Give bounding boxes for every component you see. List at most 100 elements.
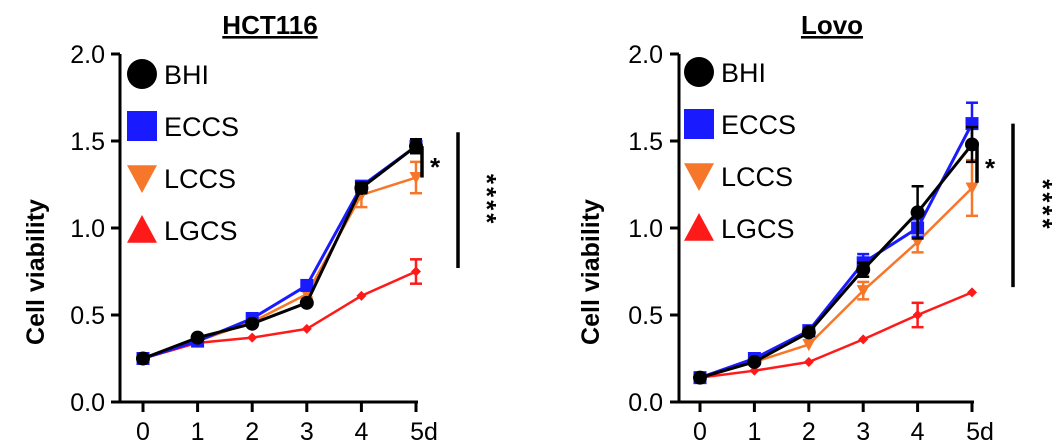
legend-marker-bhi [684,57,714,87]
data-point [967,287,977,298]
series-line-segment [862,313,919,341]
significance-brackets [975,123,1015,288]
series-line-segment [754,360,809,372]
y-tick-label: 0.5 [70,302,105,330]
series-line-segment [251,284,308,320]
series-line-segment [753,331,810,364]
chart-panel-lovo: Lovo Cell viability 0.0 0.5 1.0 1.5 2.0 … [577,10,1052,442]
series-line-segment [252,327,307,339]
series-line-segment [916,122,974,229]
series-line-segment [197,322,253,340]
data-point [910,205,925,220]
y-tick-label: 1.5 [70,128,105,156]
data-point [803,356,814,367]
data-point [411,266,421,277]
significance-stars: **** [1028,179,1052,231]
legend-label-eccs: ECCS [164,112,239,142]
data-point [801,325,816,340]
x-tick-label: 3 [300,418,314,442]
legend-label-eccs: ECCS [721,110,796,140]
series-line-segment [862,240,919,292]
data-point [856,285,870,298]
data-point [858,334,869,345]
y-axis-label: Cell viability [577,199,605,345]
axes [111,52,418,412]
chart-title: Lovo [801,10,863,40]
y-tick-label: 1.0 [70,215,105,243]
data-point [856,262,871,277]
data-point [136,351,150,366]
legend-label-bhi: BHI [164,60,209,90]
y-tick-label: 0.0 [628,389,663,417]
series-line-segment [916,187,973,243]
legend-marker-lccs [684,163,714,191]
data-point [409,139,423,154]
legend-label-lgcs: LGCS [721,214,795,244]
data-point [190,330,205,345]
legend-marker-lgcs [684,213,714,241]
series-line-segment [916,143,974,214]
y-tick-label: 2.0 [70,41,105,69]
series-line-segment [699,360,755,380]
y-tick-label: 2.0 [628,41,663,69]
legend-markers [684,57,714,241]
series-line-segment [807,261,865,332]
y-tick-label: 1.5 [628,128,663,156]
x-tick-label: 1 [747,418,761,442]
x-tick-label: 0 [693,418,707,442]
significance-brackets [420,132,460,269]
data-point [299,295,314,310]
x-tick-label: 4 [911,418,925,442]
x-ticks: 0 1 2 3 4 5d [136,418,438,442]
series-line-segment [862,226,919,265]
series-line-segment [305,187,363,304]
series-line-segment [361,176,417,197]
y-ticks: 0.0 0.5 1.0 1.5 2.0 [70,41,105,417]
x-tick-label: 3 [856,418,870,442]
y-tick-label: 0.5 [628,302,663,330]
y-ticks: 0.0 0.5 1.0 1.5 2.0 [628,41,663,417]
data-point [301,323,312,334]
significance-star: * [985,153,996,183]
y-axis-label: Cell viability [22,199,50,345]
x-tick-label: 5d [966,418,994,442]
axes [670,52,974,412]
data-point [300,278,314,292]
legend-label-lccs: LCCS [721,162,793,192]
legend: BHI ECCS LCCS LGCS [164,60,239,246]
series-line-segment [306,294,363,330]
data-point [965,182,979,195]
data-point [747,354,762,369]
legend-marker-lgcs [127,215,157,243]
series-line-segment [142,336,199,360]
series-line-segment [807,268,865,334]
legend-label-bhi: BHI [721,58,766,88]
chart-panel-hct116: HCT116 Cell viability 0.0 0.5 1.0 1.5 2.… [22,10,502,442]
series-line-segment [251,293,308,324]
x-tick-label: 4 [354,418,368,442]
legend-marker-eccs [684,109,714,139]
series-line-segment [754,343,810,364]
legend: BHI ECCS LCCS LGCS [721,58,796,244]
y-tick-label: 0.0 [70,389,105,417]
significance-star: * [430,152,441,182]
series-line-segment [753,329,810,360]
series-line-segment [862,211,919,271]
x-ticks: 0 1 2 3 4 5d [693,418,994,442]
data-point [247,332,258,343]
data-point [356,290,367,301]
x-tick-label: 2 [802,418,816,442]
x-tick-label: 1 [191,418,205,442]
legend-label-lgcs: LGCS [164,216,238,246]
legend-marker-lccs [127,165,157,193]
series-line-segment [808,338,864,364]
data-point [912,310,923,320]
x-tick-label: 2 [245,418,259,442]
legend-markers [127,59,157,243]
series-line-segment [197,336,253,345]
data-point [354,180,369,195]
series-line-segment [251,301,308,326]
x-tick-label: 0 [136,418,150,442]
legend-label-lccs: LCCS [164,164,236,194]
